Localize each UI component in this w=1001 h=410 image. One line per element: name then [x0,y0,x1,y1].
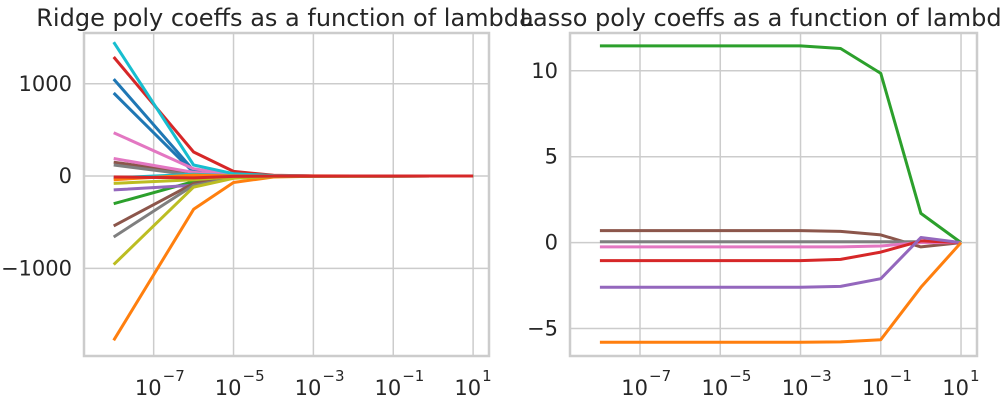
ridge-x-tick-exponent: −5 [243,367,265,385]
ridge-x-tick-label: 10 [454,376,481,400]
lasso-series-line-0 [599,44,962,244]
lasso-series-line-6 [599,241,963,344]
lasso-x-tick-label: 10 [702,376,729,400]
lasso-series-line-4 [599,239,962,263]
ridge-y-tick-label: 1000 [19,72,72,96]
ridge-x-tick-exponent: −7 [163,367,185,385]
ridge-x-tick-label: 10 [295,376,322,400]
lasso-series-line-5 [599,236,962,289]
ridge-x-tick-label: 10 [375,376,402,400]
lasso-x-tick-label: 10 [862,376,889,400]
lasso-x-tick-exponent: −7 [649,367,671,385]
ridge-y-tick-label: −1000 [1,256,72,280]
lasso-x-tick-exponent: −1 [890,367,912,385]
lasso-x-tick-label: 10 [621,376,648,400]
ridge-y-tick-label: 0 [59,164,72,188]
lasso-x-tick-exponent: 1 [970,367,980,385]
lasso-chart-title: Lasso poly coeffs as a function of lambd… [520,4,1001,32]
ridge-x-tick-label: 10 [135,376,162,400]
lasso-y-tick-label: 10 [531,59,558,83]
ridge-plot-frame [82,31,491,358]
lasso-series-line-2 [599,240,962,245]
lasso-x-tick-label: 10 [942,376,969,400]
ridge-x-tick-exponent: −3 [322,367,344,385]
ridge-chart: Ridge poly coeffs as a function of lambd… [1,4,534,400]
lasso-x-tick-label: 10 [782,376,809,400]
ridge-chart-title: Ridge poly coeffs as a function of lambd… [36,4,533,32]
lasso-x-tick-exponent: −3 [810,367,832,385]
ridge-series-line-9 [113,157,474,178]
lasso-y-tick-label: −5 [527,317,558,341]
lasso-y-tick-label: 0 [545,231,558,255]
ridge-x-tick-label: 10 [215,376,242,400]
ridge-series-line-10 [112,174,474,239]
lasso-series-lines [599,44,963,344]
lasso-plot-frame [568,31,979,358]
ridge-series-line-17 [113,174,474,180]
ridge-series-lines [112,41,474,342]
ridge-x-tick-exponent: 1 [482,367,492,385]
lasso-chart: Lasso poly coeffs as a function of lambd… [520,4,1001,400]
ridge-x-tick-exponent: −1 [402,367,424,385]
lasso-x-tick-exponent: −5 [729,367,751,385]
lasso-y-tick-label: 5 [545,145,558,169]
ridge-series-line-1 [112,91,474,178]
